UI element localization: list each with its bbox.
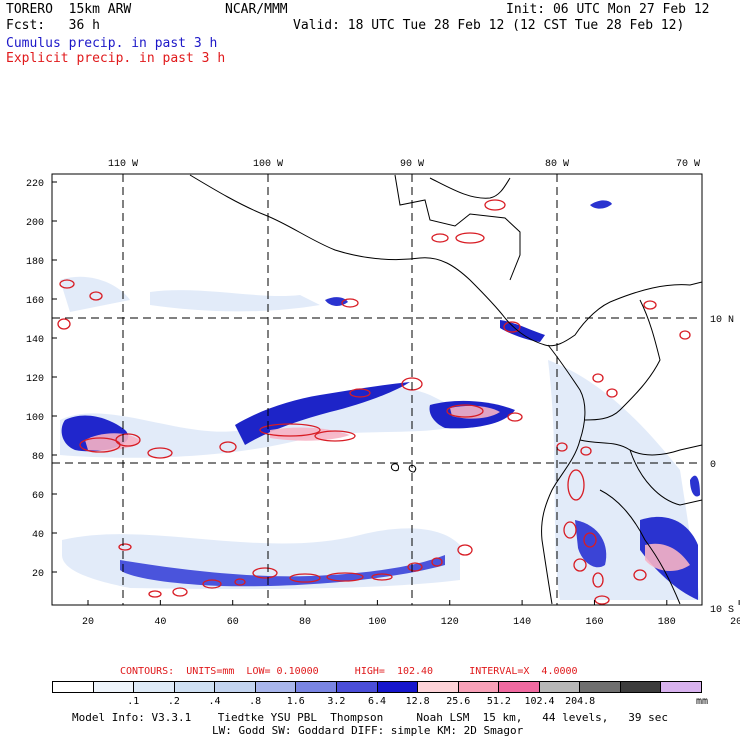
x-tick-label: 160 (585, 617, 603, 628)
color-scale-label: .4 (208, 696, 221, 707)
color-swatch (620, 682, 662, 692)
y-tick-label: 140 (26, 335, 44, 346)
color-swatch (458, 682, 500, 692)
organization: NCAR/MMM (225, 2, 288, 17)
color-swatch (53, 682, 94, 692)
y-tick-label: 200 (26, 218, 44, 229)
latlon-grid (52, 174, 702, 605)
color-swatch (539, 682, 581, 692)
model-info-line1: Model Info: V3.3.1 Tiedtke YSU PBL Thomp… (72, 711, 669, 724)
y-tick-label: 180 (26, 257, 44, 268)
y-tick-label: 20 (32, 569, 44, 580)
forecast-hour: Fcst: 36 h (6, 18, 100, 33)
x-tick-label: 120 (441, 617, 459, 628)
x-tick-label: 200 (730, 617, 740, 628)
latitude-label: 10 N (710, 315, 734, 326)
valid-time: Valid: 18 UTC Tue 28 Feb 12 (12 CST Tue … (293, 18, 685, 33)
latitude-label: 10 S (710, 605, 734, 616)
x-tick-label: 140 (513, 617, 531, 628)
color-scale-bar (52, 681, 702, 693)
color-swatch (134, 682, 175, 692)
color-swatch (499, 682, 540, 692)
color-swatch (93, 682, 135, 692)
x-tick-label: 20 (82, 617, 94, 628)
y-tick-label: 160 (26, 296, 44, 307)
x-tick-label: 180 (658, 617, 676, 628)
color-scale-label: 3.2 (327, 696, 346, 707)
model-name: TORERO 15km ARW (6, 2, 132, 17)
x-tick-label: 60 (227, 617, 239, 628)
color-scale-label: 51.2 (486, 696, 511, 707)
color-swatch (580, 682, 621, 692)
longitude-label: 90 W (400, 159, 424, 170)
y-tick-label: 100 (26, 413, 44, 424)
color-swatch (418, 682, 459, 692)
explicit-legend-text: Explicit precip. in past 3 h (6, 51, 226, 66)
y-tick-label: 60 (32, 491, 44, 502)
color-scale-label: .2 (167, 696, 180, 707)
x-tick-label: 40 (154, 617, 166, 628)
init-time: Init: 06 UTC Mon 27 Feb 12 (506, 2, 710, 17)
color-swatch (215, 682, 256, 692)
color-swatch (336, 682, 378, 692)
color-scale-label: .8 (249, 696, 262, 707)
color-swatch (255, 682, 297, 692)
color-swatch (296, 682, 337, 692)
color-scale-label: 204.8 (565, 696, 596, 707)
color-swatch (174, 682, 216, 692)
color-scale-unit: mm (696, 696, 709, 707)
y-tick-label: 40 (32, 530, 44, 541)
explicit-precip-contours (57, 199, 691, 605)
color-scale-label: 25.6 (446, 696, 471, 707)
x-tick-label: 80 (299, 617, 311, 628)
color-scale-label: 102.4 (524, 696, 555, 707)
y-tick-label: 80 (32, 452, 44, 463)
color-scale-label: .1 (127, 696, 140, 707)
model-info-line2: LW: Godd SW: Goddard DIFF: simple KM: 2D… (212, 724, 524, 737)
latitude-label: 0 (710, 460, 716, 471)
y-tick-label: 220 (26, 179, 44, 190)
longitude-label: 80 W (545, 159, 569, 170)
cumulus-legend-text: Cumulus precip. in past 3 h (6, 36, 218, 51)
color-scale-label: 12.8 (405, 696, 430, 707)
axis-ticks (52, 181, 740, 605)
longitude-label: 70 W (676, 159, 700, 170)
color-scale-label: 6.4 (367, 696, 387, 707)
color-swatch (377, 682, 419, 692)
color-swatch (661, 682, 701, 692)
y-tick-label: 120 (26, 374, 44, 385)
longitude-label: 100 W (253, 159, 283, 170)
longitude-label: 110 W (108, 159, 138, 170)
color-scale-label: 1.6 (286, 696, 305, 707)
contour-info: CONTOURS: UNITS=mm LOW= 0.10000 HIGH= 10… (120, 666, 578, 677)
x-tick-label: 100 (368, 617, 386, 628)
